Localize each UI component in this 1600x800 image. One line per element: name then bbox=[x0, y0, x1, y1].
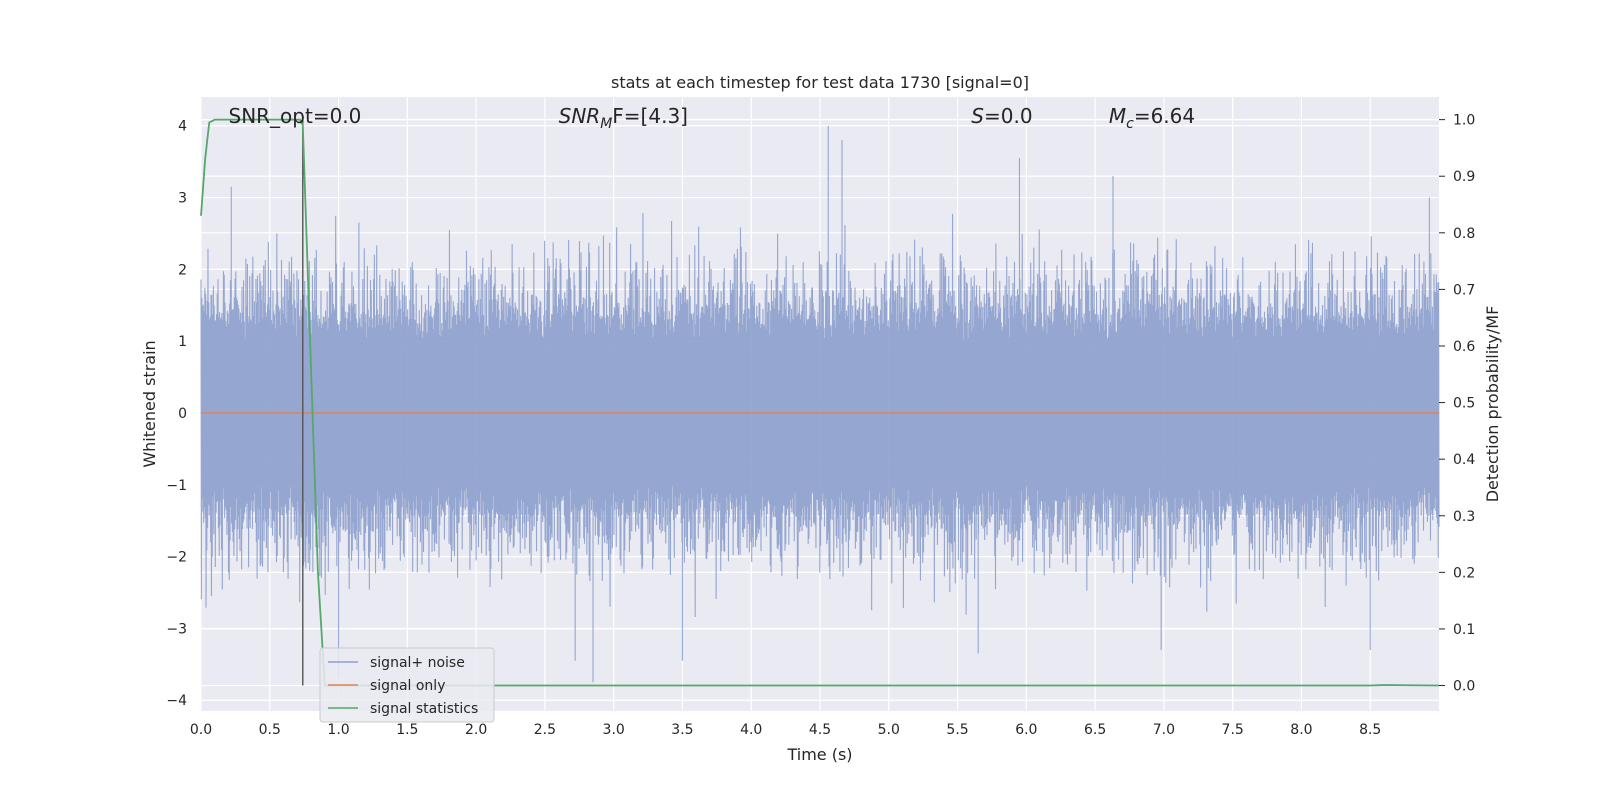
series-signal-statistics bbox=[200, 118, 1440, 687]
y-left-tick-label: −2 bbox=[166, 550, 187, 566]
annotation-base: M bbox=[1109, 104, 1126, 128]
legend: signal+ noise signal only signal statist… bbox=[319, 647, 495, 723]
x-tick-label: 2.5 bbox=[534, 722, 556, 738]
y-left-tick-label: 3 bbox=[178, 191, 187, 207]
y-right-tick-label: 0.7 bbox=[1453, 282, 1475, 298]
series-signal-noise bbox=[200, 125, 1440, 683]
x-tick-label: 6.5 bbox=[1084, 722, 1106, 738]
x-tick-label: 1.5 bbox=[396, 722, 418, 738]
plot-area bbox=[200, 118, 1440, 687]
y-right-tick-label: 0.5 bbox=[1453, 396, 1475, 412]
y-right-tick-label: 1.0 bbox=[1453, 113, 1475, 129]
y-right-tick-label: 0.1 bbox=[1453, 622, 1475, 638]
x-tick-label: 3.5 bbox=[671, 722, 693, 738]
x-tick-label: 2.0 bbox=[465, 722, 487, 738]
x-tick-label: 5.5 bbox=[946, 722, 968, 738]
x-tick-label: 0.0 bbox=[190, 722, 212, 738]
x-tick-label: 4.5 bbox=[809, 722, 831, 738]
y-left-tick-label: 2 bbox=[178, 262, 187, 278]
annotation-0: SNR_opt=0.0 bbox=[229, 104, 362, 128]
x-tick-label: 8.5 bbox=[1359, 722, 1381, 738]
x-tick-label: 7.5 bbox=[1222, 722, 1244, 738]
x-axis-label: Time (s) bbox=[786, 745, 852, 764]
y-axis-right-label: Detection probability/MF bbox=[1483, 306, 1502, 503]
y-right-tick-label: 0.6 bbox=[1453, 339, 1475, 355]
y-axis-left-label: Whitened strain bbox=[140, 340, 159, 467]
legend-entry-signal-only: signal only bbox=[370, 678, 445, 694]
y-right-tick-label: 0.2 bbox=[1453, 565, 1475, 581]
y-right-tick-label: 0.4 bbox=[1453, 452, 1475, 468]
x-tick-label: 6.0 bbox=[1015, 722, 1037, 738]
y-right-tick-label: 0.8 bbox=[1453, 226, 1475, 242]
y-right-tick-label: 0.0 bbox=[1453, 679, 1475, 695]
annotation-tail: =0.0 bbox=[984, 104, 1033, 128]
y-left-tick-label: 4 bbox=[178, 119, 187, 135]
y-axis-left-ticks: −4 −3 −2 −1 0 1 2 3 4 bbox=[166, 119, 187, 710]
y-left-tick-label: −1 bbox=[166, 478, 187, 494]
x-tick-label: 4.0 bbox=[740, 722, 762, 738]
annotations: SNR_opt=0.0 SNRMF=[4.3] S=0.0 Mc=6.64 bbox=[229, 104, 1196, 132]
x-axis-ticks: 0.0 0.5 1.0 1.5 2.0 2.5 3.0 3.5 4.0 4.5 5.0 5.5 6.0 6… bbox=[190, 722, 1381, 738]
annotation-sub: M bbox=[600, 116, 612, 132]
y-left-tick-label: −4 bbox=[166, 693, 187, 709]
y-left-tick-label: 1 bbox=[178, 334, 187, 350]
annotation-1: SNRMF=[4.3] bbox=[559, 104, 688, 132]
annotation-tail: =6.64 bbox=[1134, 104, 1195, 128]
chart-title: stats at each timestep for test data 173… bbox=[611, 73, 1029, 92]
annotation-base: SNR bbox=[559, 104, 601, 128]
legend-box bbox=[319, 647, 495, 723]
y-right-tick-label: 0.9 bbox=[1453, 169, 1475, 185]
y-left-tick-label: 0 bbox=[178, 406, 187, 422]
x-tick-label: 7.0 bbox=[1153, 722, 1175, 738]
annotation-base: S bbox=[971, 104, 984, 128]
y-axis-right-ticks: 0.0 0.1 0.2 0.3 0.4 0.5 0.6 0.7 0.8 0.9 1.0 bbox=[1439, 113, 1475, 695]
x-tick-label: 1.0 bbox=[327, 722, 349, 738]
legend-entry-signal-noise: signal+ noise bbox=[370, 655, 465, 671]
x-tick-label: 0.5 bbox=[259, 722, 281, 738]
x-tick-label: 5.0 bbox=[878, 722, 900, 738]
legend-entry-signal-statistics: signal statistics bbox=[370, 701, 478, 717]
x-tick-label: 8.0 bbox=[1290, 722, 1312, 738]
y-left-tick-label: −3 bbox=[166, 621, 187, 637]
y-right-tick-label: 0.3 bbox=[1453, 509, 1475, 525]
annotation-tail: F=[4.3] bbox=[612, 104, 688, 128]
x-tick-label: 3.0 bbox=[603, 722, 625, 738]
annotation-2: S=0.0 bbox=[971, 104, 1032, 128]
annotation-sub: c bbox=[1126, 116, 1134, 132]
annotation-3: Mc=6.64 bbox=[1109, 104, 1195, 132]
